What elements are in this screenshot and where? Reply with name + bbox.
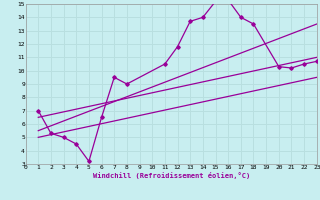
X-axis label: Windchill (Refroidissement éolien,°C): Windchill (Refroidissement éolien,°C) — [92, 172, 250, 179]
